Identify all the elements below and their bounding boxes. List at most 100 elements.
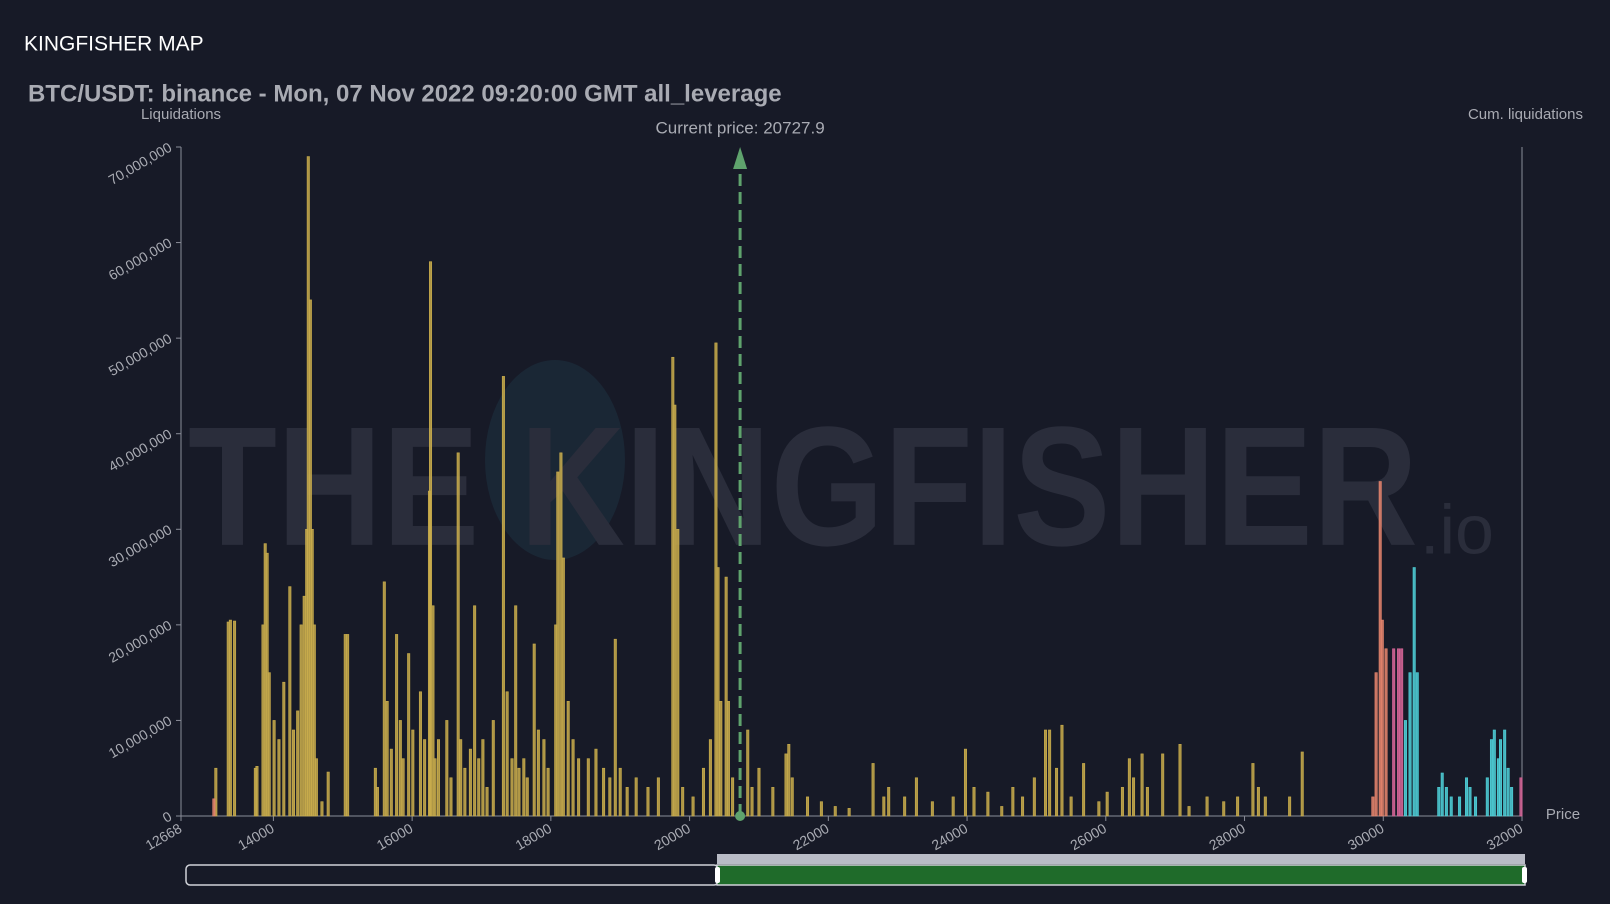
bar [1468, 787, 1472, 817]
bar [833, 806, 837, 817]
bar [724, 576, 728, 817]
bar [296, 710, 300, 817]
bar [1178, 744, 1182, 817]
bar [887, 787, 891, 817]
bar [456, 452, 460, 817]
y-axis-label: Liquidations [141, 106, 221, 123]
bar [646, 787, 650, 817]
bar [1055, 767, 1059, 817]
bar [429, 261, 433, 817]
bar [375, 787, 379, 817]
bar [1506, 767, 1510, 817]
bar [1140, 753, 1144, 817]
watermark: THE KINGFISHER .io [188, 360, 1494, 582]
watermark-text: THE KINGFISHER [188, 392, 1418, 582]
slider-track [717, 854, 1525, 864]
watermark-suffix: .io [1420, 490, 1494, 568]
bar [326, 771, 330, 817]
bar [784, 753, 788, 817]
bar [314, 758, 318, 817]
bar [292, 729, 296, 817]
bar [522, 758, 526, 817]
bar [571, 739, 575, 817]
bar [972, 787, 976, 817]
current-price-label: Current price: 20727.9 [656, 118, 825, 137]
bar [343, 634, 347, 817]
bar [459, 739, 463, 817]
bar [525, 777, 529, 817]
bar [418, 691, 422, 817]
bar [634, 777, 638, 817]
bar [282, 681, 286, 817]
bar [277, 739, 281, 817]
bar [1489, 739, 1493, 817]
bar [1032, 777, 1036, 817]
bar [288, 586, 292, 817]
bar [1458, 796, 1462, 817]
bar [1465, 777, 1469, 817]
bar [1408, 672, 1412, 817]
bar [1400, 648, 1404, 817]
bar [691, 796, 695, 817]
bar [302, 595, 306, 817]
bar [233, 620, 237, 817]
bar [1021, 796, 1025, 817]
bar [1011, 787, 1015, 817]
bar [312, 624, 316, 817]
bar [708, 739, 712, 817]
bar [411, 729, 415, 817]
bar [514, 605, 518, 817]
bar [501, 376, 505, 817]
bar [586, 758, 590, 817]
bar [673, 404, 677, 817]
current-price-dot [735, 811, 746, 821]
bar [431, 605, 435, 817]
bar [561, 557, 565, 817]
bar [1380, 619, 1384, 817]
bar [407, 653, 411, 817]
bar [681, 787, 685, 817]
bar [510, 758, 514, 817]
bar [1105, 791, 1109, 817]
slider-handle[interactable] [1522, 867, 1527, 883]
bar [750, 787, 754, 817]
bar [871, 763, 875, 817]
bar [395, 634, 399, 817]
bar [787, 744, 791, 817]
bar [1437, 787, 1441, 817]
bar [398, 720, 402, 817]
bar [1097, 801, 1101, 817]
bar [445, 720, 449, 817]
bar [320, 801, 324, 817]
bar [625, 787, 629, 817]
bar [1000, 806, 1004, 817]
slider-handle[interactable] [715, 867, 720, 883]
bar [436, 739, 440, 817]
bar [468, 748, 472, 817]
bar [1048, 729, 1052, 817]
bar [1444, 787, 1448, 817]
bar [930, 801, 934, 817]
bar [559, 452, 563, 817]
slider-selected[interactable] [716, 864, 1526, 886]
bar [485, 787, 489, 817]
bar [806, 796, 810, 817]
bar [1145, 787, 1149, 817]
bar [951, 796, 955, 817]
bar [542, 739, 546, 817]
bar [819, 801, 823, 817]
bar [385, 701, 389, 817]
bar [382, 581, 386, 817]
bar [963, 748, 967, 817]
bar [656, 777, 660, 817]
bar [505, 691, 509, 817]
bar [1120, 787, 1124, 817]
bar [719, 701, 723, 817]
bar [449, 777, 453, 817]
bar [272, 720, 276, 817]
y2-axis-label: Cum. liquidations [1468, 106, 1583, 123]
bar [491, 720, 495, 817]
bar [676, 528, 680, 817]
bar [847, 808, 851, 817]
bar [1374, 672, 1378, 817]
